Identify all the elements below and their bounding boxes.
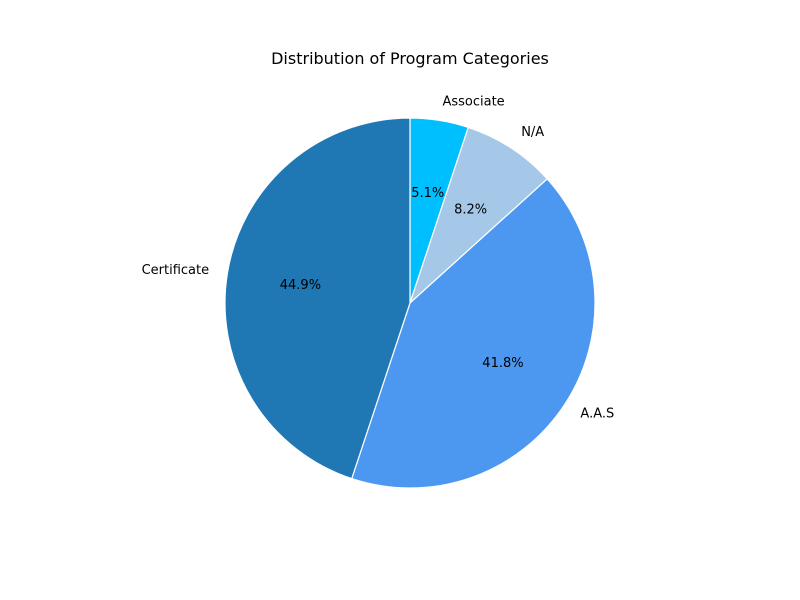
- pie-slice-n-a: [408, 126, 549, 305]
- pie-slice-a-a-s: [350, 178, 596, 489]
- percentage-labels: 5.1% 8.2% 41.8% 44.9%: [280, 186, 524, 371]
- slice-label: A.A.S: [580, 407, 614, 422]
- slice-percentage: 41.8%: [482, 356, 523, 371]
- slice-percentage: 5.1%: [411, 186, 444, 201]
- pie-slices: [224, 117, 596, 489]
- slice-label: N/A: [521, 125, 544, 140]
- slice-percentage: 8.2%: [454, 203, 487, 218]
- slice-label: Certificate: [142, 263, 210, 278]
- slice-labels: Associate N/A A.A.S Certificate: [142, 95, 615, 422]
- slice-percentage: 44.9%: [280, 278, 321, 293]
- chart-title: Distribution of Program Categories: [271, 49, 549, 68]
- pie-slice-certificate: [224, 117, 411, 480]
- slice-label: Associate: [442, 95, 504, 110]
